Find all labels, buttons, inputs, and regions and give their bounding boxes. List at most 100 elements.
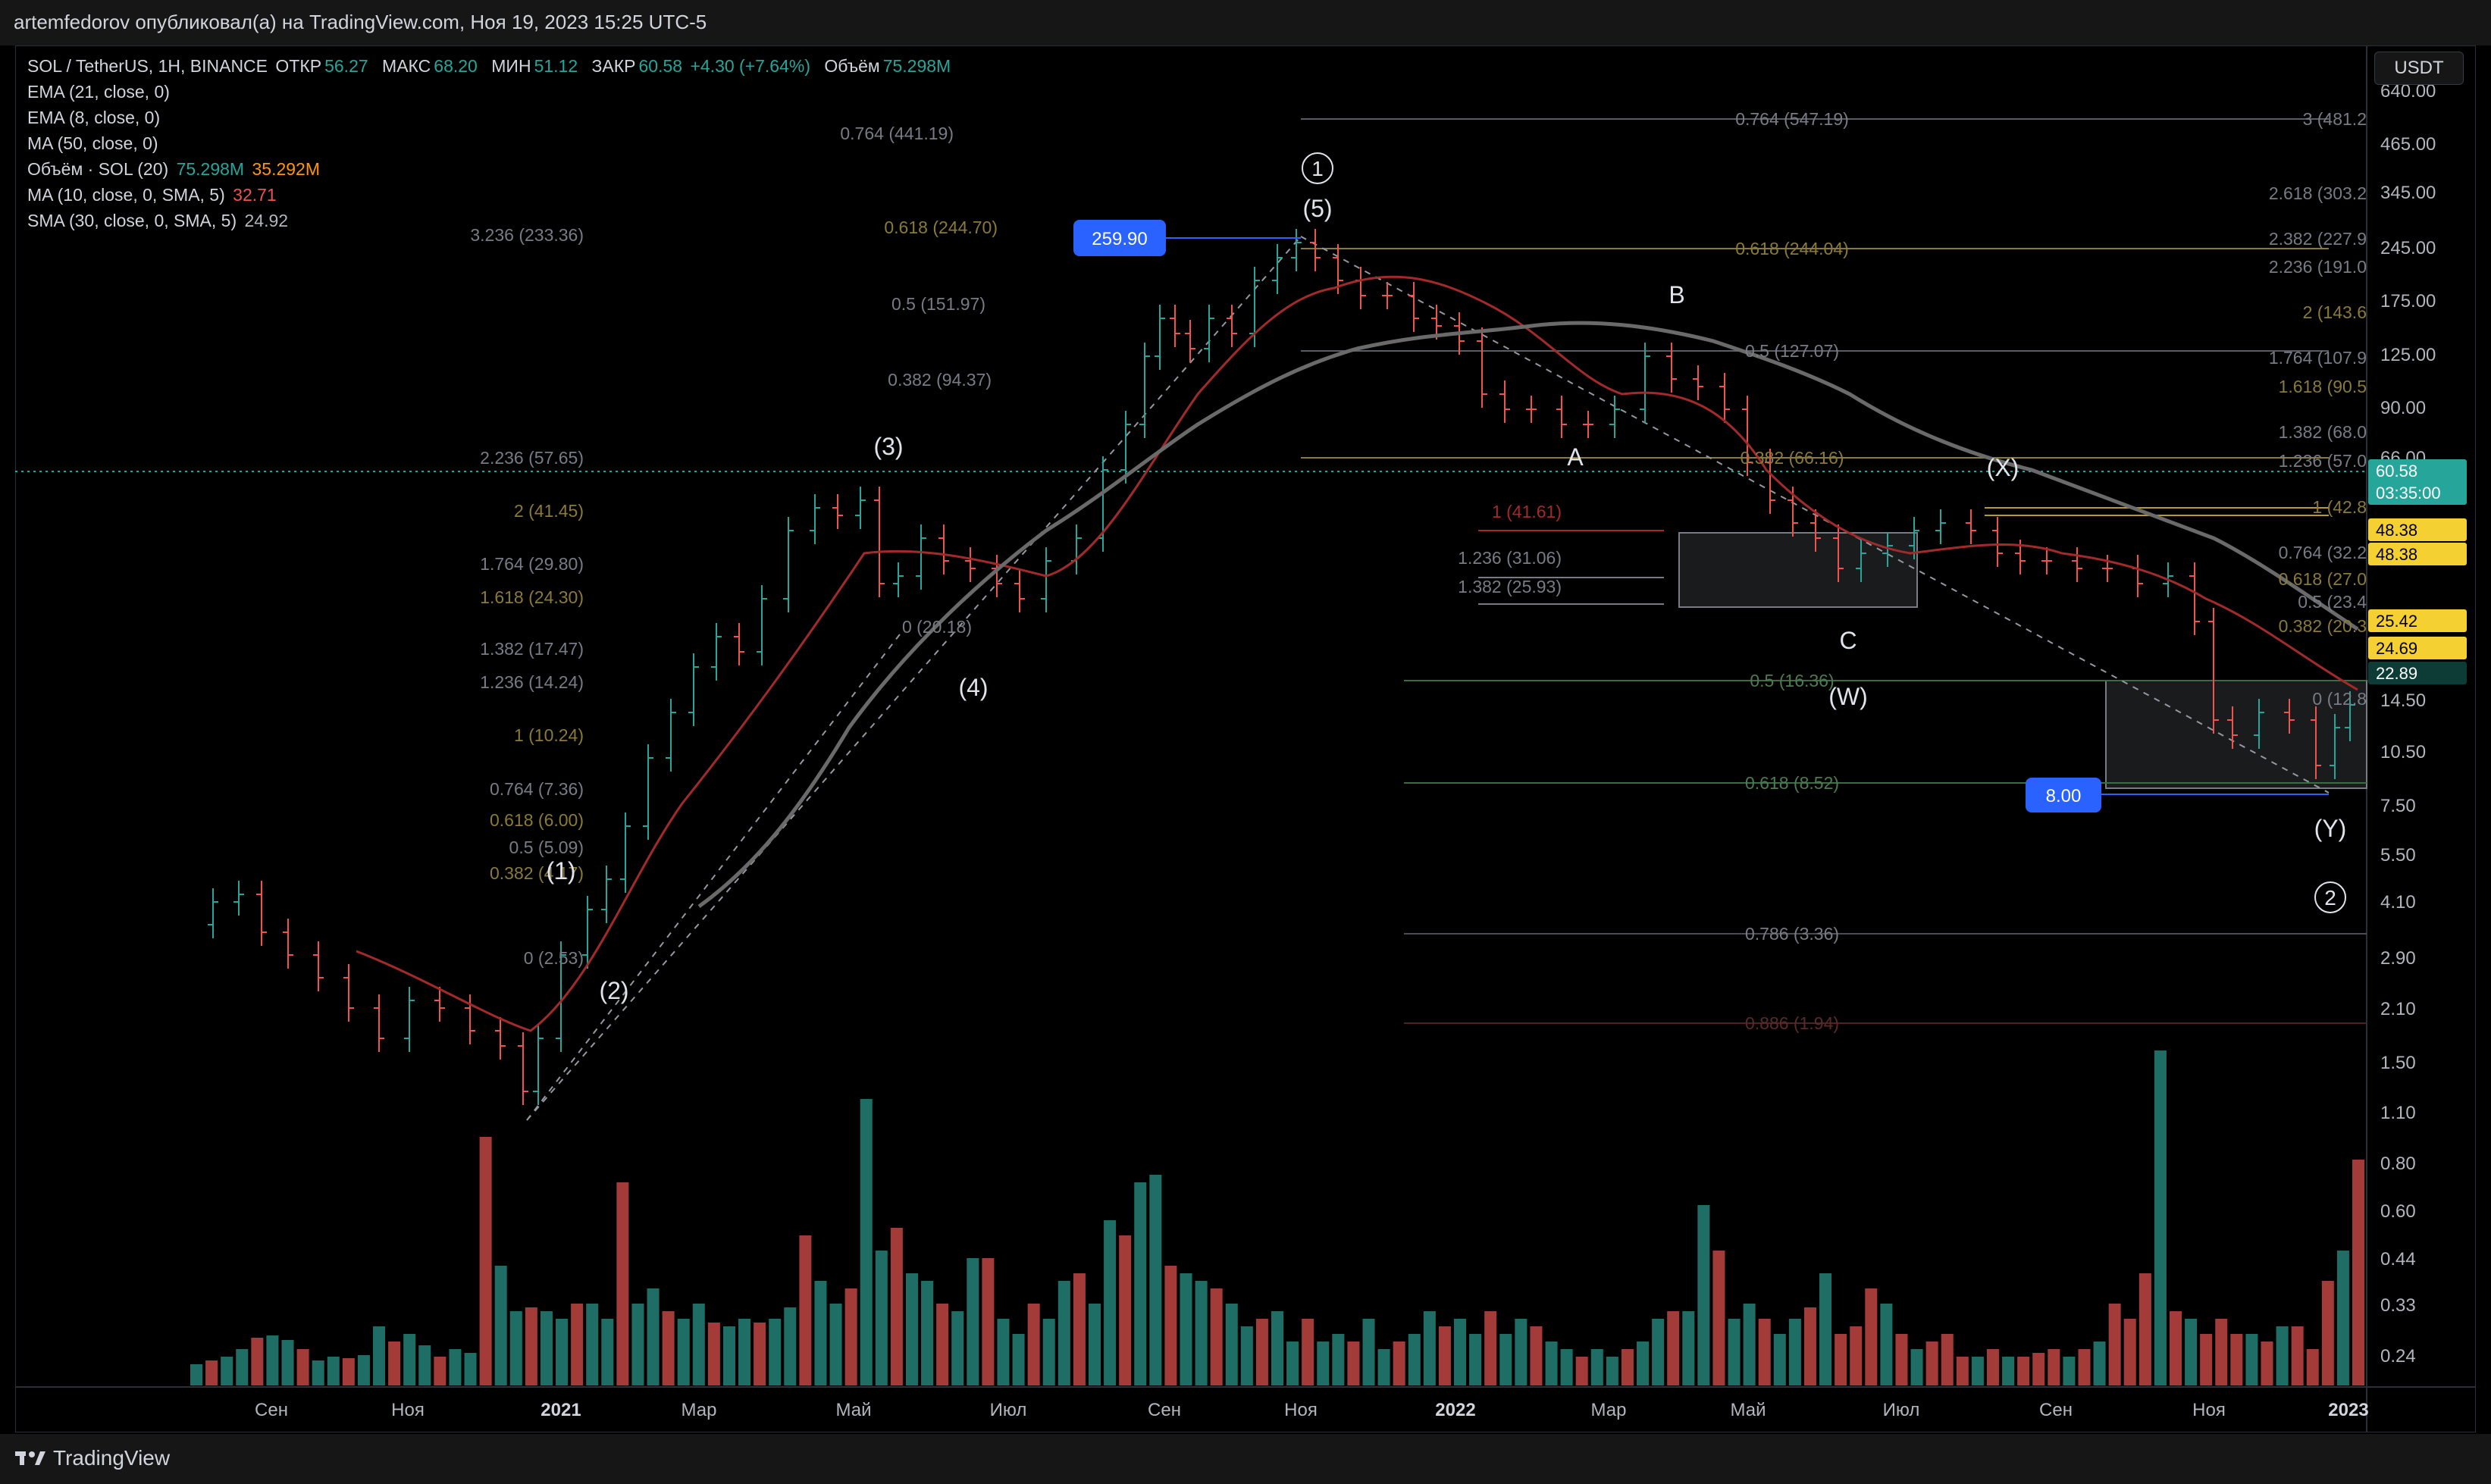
indicator-ema21[interactable]: EMA (21, close, 0) xyxy=(27,79,954,105)
chart-frame[interactable] xyxy=(15,45,2476,1432)
volume-bar xyxy=(1012,1334,1025,1385)
price-tag-label: 25.42 xyxy=(2376,612,2417,631)
price-tag-label: 22.89 xyxy=(2376,664,2417,683)
wave-label: (Y) xyxy=(2314,815,2347,842)
volume-bar xyxy=(1925,1342,1938,1385)
time-axis-label: Сен xyxy=(2039,1400,2073,1420)
volume-bar xyxy=(434,1357,446,1385)
volume-bar xyxy=(1362,1319,1375,1385)
wave-labels: (1) (2) (3) (4) (5) A B C (W) (X) (Y) 1 2 xyxy=(546,152,2347,1004)
volume-bar xyxy=(1271,1311,1283,1385)
volume-bar xyxy=(1180,1273,1192,1385)
wave-circle xyxy=(2314,881,2346,913)
fib-level-label: 2.236 (191.0 xyxy=(2269,257,2367,277)
indicator-volume[interactable]: Объём · SOL (20) 75.298M 35.292M xyxy=(27,156,954,182)
volume-bar xyxy=(418,1345,431,1385)
volume-bar xyxy=(692,1304,705,1385)
time-axis-label: Май xyxy=(1730,1400,1766,1420)
fib-level-label: 0 (2.53) xyxy=(524,948,584,968)
volume-bar xyxy=(2306,1349,2319,1385)
wave-label: (4) xyxy=(958,674,988,701)
volume-bar xyxy=(1803,1307,1816,1385)
fib-level-label: 1 (41.61) xyxy=(1492,502,1562,521)
volume-bar xyxy=(799,1235,812,1385)
fib-level-label: 1.382 (17.47) xyxy=(480,639,584,659)
time-axis-label: Июл xyxy=(1883,1400,1920,1420)
fib-level-label: 1 (10.24) xyxy=(514,725,584,745)
volume-bar xyxy=(236,1349,249,1385)
price-axis-label: 465.00 xyxy=(2380,134,2436,155)
volume-bar xyxy=(2002,1357,2015,1385)
fib-level-label: 1.764 (107.9 xyxy=(2269,348,2367,368)
fib-level-label: 1.236 (57.0 xyxy=(2279,451,2367,471)
volume-bar xyxy=(2017,1357,2030,1385)
volume-bar xyxy=(540,1311,553,1385)
volume-bar xyxy=(814,1281,827,1385)
volume-bar xyxy=(1835,1334,1847,1385)
volume-bar xyxy=(1819,1273,1832,1385)
price-axis-label: 125.00 xyxy=(2380,345,2436,365)
volume-bar xyxy=(1621,1349,1634,1385)
wave-label: (W) xyxy=(1828,683,1868,710)
time-axis[interactable]: Сен Ноя 2021 Мар Май Июл Сен Ноя 2022 Мар Май Июл Се… xyxy=(255,1400,2369,1420)
wave-label: (X) xyxy=(1987,454,2019,481)
volume-bar xyxy=(1865,1288,1878,1385)
fib-level-label: 0.5 (5.09) xyxy=(509,837,584,857)
volume-bar xyxy=(1560,1349,1573,1385)
volume-bar xyxy=(2352,1160,2364,1385)
time-axis-label: 2022 xyxy=(1435,1400,1475,1420)
price-tag-label: 48.38 xyxy=(2376,521,2417,540)
price-axis-label: 5.50 xyxy=(2380,845,2416,866)
fib-level-label: 3 (481.2 xyxy=(2303,109,2367,129)
volume-bar xyxy=(2261,1342,2273,1385)
volume-bar xyxy=(2336,1251,2349,1385)
fib-level-label: 2 (143.6 xyxy=(2303,302,2367,322)
volume-bar xyxy=(616,1182,629,1385)
price-axis-label: 7.50 xyxy=(2380,796,2416,816)
high-value: 68.20 xyxy=(434,56,478,76)
volume-bar xyxy=(967,1258,979,1385)
price-axis[interactable]: 640.00465.00345.00245.00175.00125.0090.0… xyxy=(2380,81,2436,1367)
wave-label: (3) xyxy=(873,433,903,460)
indicator-ma10[interactable]: MA (10, close, 0, SMA, 5) 32.71 xyxy=(27,182,954,208)
symbol-name[interactable]: SOL / TetherUS, 1H, BINANCE xyxy=(27,56,268,76)
time-axis-label: Ноя xyxy=(1284,1400,1318,1420)
indicator-value: 32.71 xyxy=(233,185,277,205)
wave-label: (5) xyxy=(1302,195,1332,222)
price-axis-label: 0.80 xyxy=(2380,1154,2416,1174)
indicator-sma30[interactable]: SMA (30, close, 0, SMA, 5) 24.92 xyxy=(27,208,954,233)
wave-label: C xyxy=(1839,627,1856,654)
volume-bar xyxy=(1332,1334,1345,1385)
price-axis-label: 90.00 xyxy=(2380,398,2426,418)
volume-bar xyxy=(464,1353,477,1385)
legend-symbol-row[interactable]: SOL / TetherUS, 1H, BINANCE ОТКР 56.27 МА… xyxy=(27,53,954,79)
indicator-ma50[interactable]: MA (50, close, 0) xyxy=(27,130,954,156)
fib-level-label: 0.618 (6.00) xyxy=(490,810,584,830)
wave-label: (2) xyxy=(599,977,628,1004)
fib-level-label: 2.618 (303.2 xyxy=(2269,183,2367,203)
volume-bar xyxy=(722,1326,735,1385)
volume-bar xyxy=(525,1307,537,1385)
chart-legend: SOL / TetherUS, 1H, BINANCE ОТКР 56.27 МА… xyxy=(27,53,954,233)
volume-bar xyxy=(2108,1304,2121,1385)
volume-bar xyxy=(357,1355,370,1385)
ema21-line xyxy=(356,275,2358,1032)
publish-header: artemfedorov опубликовал(а) на TradingVi… xyxy=(0,0,2491,45)
fib-level-label: 0.5 (127.07) xyxy=(1745,341,1839,361)
volume-bar xyxy=(556,1319,569,1385)
tradingview-logo[interactable]: TradingView xyxy=(15,1446,170,1470)
volume-bar xyxy=(1667,1311,1680,1385)
volume-bar xyxy=(1575,1357,1588,1385)
currency-button[interactable]: USDT xyxy=(2374,52,2464,85)
indicator-ema8[interactable]: EMA (8, close, 0) xyxy=(27,105,954,130)
brand-name: TradingView xyxy=(53,1446,171,1470)
time-axis-label: Ноя xyxy=(2192,1400,2226,1420)
price-axis-label: 1.50 xyxy=(2380,1053,2416,1073)
volume-bar xyxy=(982,1258,995,1385)
volume-bar xyxy=(2185,1319,2198,1385)
volume-bar xyxy=(2063,1357,2076,1385)
time-axis-label: Ноя xyxy=(391,1400,425,1420)
volume-bar xyxy=(2032,1353,2045,1385)
volume-bar xyxy=(662,1311,675,1385)
